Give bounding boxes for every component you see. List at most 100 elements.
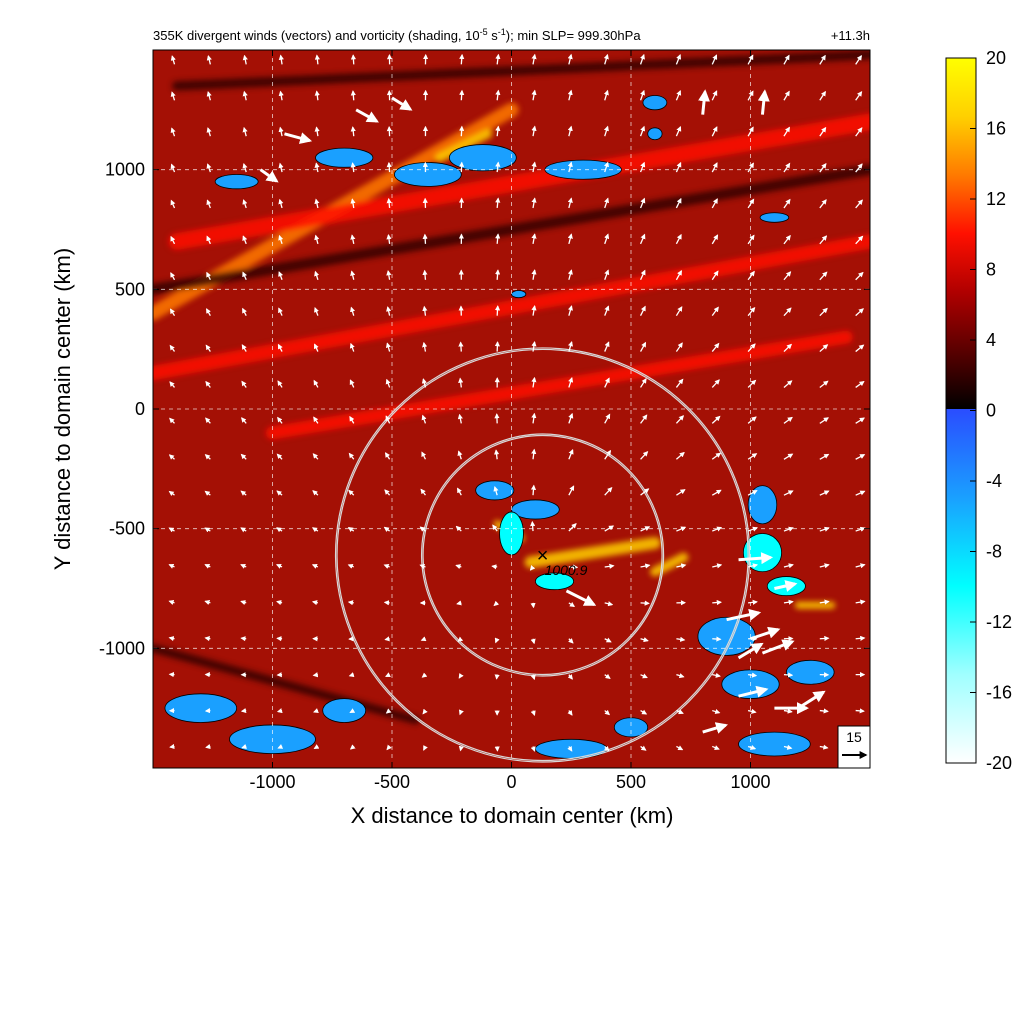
- wind-vector: [459, 53, 465, 65]
- x-tick-label: 1000: [730, 772, 770, 792]
- wind-vector: [530, 638, 536, 645]
- wind-vector: [457, 450, 463, 460]
- wind-vector: [205, 743, 211, 750]
- positive-vorticity-streak: [265, 330, 853, 440]
- range-ring: [422, 434, 663, 676]
- y-tick-label: 0: [135, 399, 145, 419]
- wind-vector: [242, 235, 248, 245]
- wind-vector: [205, 380, 211, 388]
- wind-vector: [640, 451, 649, 460]
- wind-vector: [783, 416, 793, 424]
- wind-vector: [169, 381, 176, 388]
- wind-vector: [747, 563, 759, 569]
- wind-vector: [493, 485, 499, 496]
- wind-vector: [747, 453, 758, 460]
- wind-vector: [278, 126, 284, 137]
- wind-vector: [604, 563, 615, 569]
- wind-vector: [819, 344, 829, 353]
- wind-vector-strong: [738, 552, 774, 565]
- wind-vector: [675, 161, 682, 173]
- wind-vector: [421, 414, 427, 424]
- wind-vector: [676, 673, 685, 679]
- wind-vector: [531, 305, 537, 316]
- wind-vector: [242, 307, 247, 316]
- wind-vector: [675, 197, 682, 209]
- wind-vector: [568, 376, 574, 388]
- wind-vector: [567, 745, 573, 752]
- wind-vector: [386, 744, 392, 751]
- wind-vector: [170, 55, 176, 65]
- wind-vector: [168, 600, 175, 605]
- wind-vector: [855, 235, 864, 245]
- wind-vector: [204, 527, 211, 533]
- x-tick-label: 0: [506, 772, 516, 792]
- wind-vector: [783, 708, 793, 714]
- wind-vector: [604, 486, 613, 496]
- wind-vector: [313, 416, 319, 424]
- wind-vector: [168, 490, 175, 497]
- colorbar-tick-label: -4: [986, 471, 1002, 491]
- wind-vector: [495, 233, 501, 244]
- wind-vector: [386, 197, 392, 209]
- wind-vector: [311, 527, 319, 533]
- wind-vector: [640, 563, 651, 569]
- wind-vector: [568, 601, 576, 608]
- wind-vector: [747, 708, 757, 714]
- wind-vector: [241, 743, 247, 749]
- wind-vector-strong: [259, 168, 279, 183]
- wind-vector: [747, 490, 758, 496]
- wind-vector: [349, 342, 355, 352]
- wind-vector: [819, 126, 827, 137]
- wind-vector: [855, 599, 866, 605]
- wind-vector: [386, 161, 392, 173]
- wind-vector: [168, 636, 175, 642]
- wind-vector: [819, 453, 830, 460]
- wind-vector: [819, 744, 829, 750]
- negative-vorticity-blob: [164, 693, 238, 723]
- wind-vector: [711, 90, 718, 101]
- wind-vector: [169, 743, 175, 750]
- wind-vector-strong: [391, 96, 413, 111]
- wind-vector: [385, 708, 392, 714]
- wind-vector: [603, 53, 609, 65]
- wind-vector: [711, 234, 719, 245]
- wind-vector: [314, 270, 320, 280]
- wind-vector: [494, 637, 500, 644]
- wind-vector: [783, 234, 791, 245]
- wind-vector: [712, 526, 723, 532]
- wind-vector: [531, 269, 537, 280]
- wind-vector: [604, 197, 610, 209]
- wind-vector: [423, 745, 428, 751]
- x-tick-label: -500: [374, 772, 410, 792]
- wind-vector: [855, 454, 866, 460]
- wind-vector: [747, 306, 756, 317]
- wind-vector: [241, 344, 247, 352]
- wind-vector: [747, 744, 757, 750]
- wind-vector: [384, 636, 390, 642]
- x-axis: -1000 -500 0 500 1000: [249, 50, 771, 792]
- wind-vector: [312, 490, 319, 496]
- wind-vector: [639, 269, 646, 281]
- wind-vector: [604, 161, 609, 173]
- x-tick-label: 500: [616, 772, 646, 792]
- wind-vector: [311, 600, 319, 606]
- wind-vector: [604, 637, 612, 643]
- wind-vector: [819, 563, 830, 569]
- wind-vector-strong: [565, 589, 597, 607]
- y-tick-label: 1000: [105, 160, 145, 180]
- wind-vector: [640, 600, 650, 606]
- wind-vector: [711, 270, 719, 281]
- wind-vector: [495, 269, 501, 280]
- wind-vector: [855, 163, 863, 173]
- wind-vector: [675, 342, 683, 352]
- wind-vector: [458, 673, 464, 679]
- wind-vector: [711, 452, 722, 460]
- wind-vector: [604, 377, 610, 388]
- colorbar-tick-label: 0: [986, 401, 996, 421]
- wind-vector-strong: [797, 690, 826, 710]
- wind-vector-strong: [726, 608, 762, 622]
- wind-vector: [531, 340, 537, 352]
- wind-vector-strong: [698, 89, 711, 115]
- wind-vector: [783, 307, 792, 317]
- wind-vector: [604, 709, 611, 716]
